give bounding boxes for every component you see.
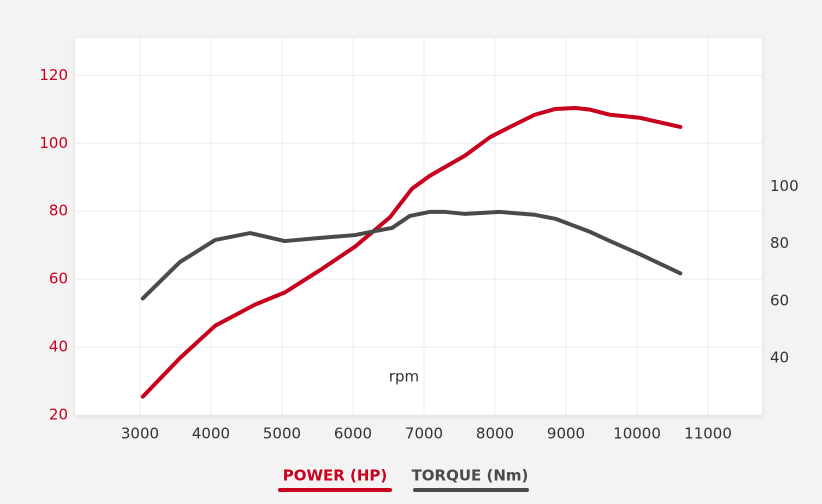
- y2-tick-label: 100: [770, 177, 799, 195]
- series-line: [140, 209, 683, 301]
- legend-label: TORQUE (Nm): [412, 467, 529, 485]
- x-tick-label: 11000: [684, 425, 732, 443]
- y2-tick-label: 80: [770, 234, 789, 252]
- y-tick-label: 120: [39, 66, 68, 84]
- y-tick-label: 80: [49, 202, 68, 220]
- plot-card: [75, 38, 762, 415]
- x-tick-label: 7000: [405, 425, 443, 443]
- y-tick-label: 20: [49, 406, 68, 424]
- series-line: [140, 105, 683, 399]
- legend-label: POWER (HP): [283, 467, 388, 485]
- y-tick-label: 100: [39, 134, 68, 152]
- x-axis-label: rpm: [389, 368, 419, 386]
- x-tick-label: 10000: [613, 425, 661, 443]
- y2-tick-label: 60: [770, 291, 789, 309]
- grid: [75, 38, 762, 416]
- x-tick-label: 6000: [334, 425, 372, 443]
- y-tick-label: 40: [49, 338, 68, 356]
- x-tick-label: 8000: [476, 425, 514, 443]
- lines: [140, 105, 683, 399]
- x-tick-label: 4000: [192, 425, 230, 443]
- x-tick-label: 5000: [263, 425, 301, 443]
- x-tick-label: 9000: [547, 425, 585, 443]
- y2-tick-label: 40: [770, 348, 789, 366]
- x-tick-label: 3000: [121, 425, 159, 443]
- y-tick-label: 60: [49, 270, 68, 288]
